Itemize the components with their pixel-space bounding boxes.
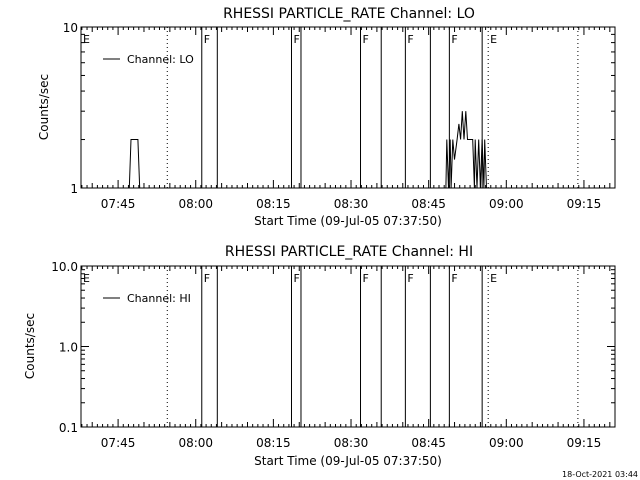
flag-lines	[80, 266, 579, 427]
flag-label: F	[204, 272, 210, 285]
y-tick-label: 10	[63, 21, 78, 35]
flag-label: F	[407, 33, 413, 46]
y-tick-label: 1	[70, 182, 78, 196]
x-tick-label: 07:45	[101, 436, 136, 450]
x-axis-label: Start Time (09-Jul-05 07:37:50)	[254, 214, 442, 228]
x-ticks: 07:45 08:00 08:15 08:30 08:45 09:00 09:15	[81, 27, 616, 211]
x-tick-label: 08:00	[178, 436, 213, 450]
legend: Channel: HI	[103, 292, 191, 305]
y-tick-label: 0.1	[59, 421, 78, 435]
flag-label: F	[293, 33, 299, 46]
flag-label: E	[490, 272, 497, 285]
x-tick-label: 08:45	[411, 436, 446, 450]
x-tick-label: 08:30	[334, 436, 369, 450]
y-axis-label: Counts/sec	[37, 74, 51, 140]
x-axis-label: Start Time (09-Jul-05 07:37:50)	[254, 454, 442, 468]
x-tick-label: 07:45	[101, 197, 136, 211]
flag-label: F	[204, 33, 210, 46]
legend-label: Channel: HI	[127, 292, 191, 305]
x-tick-label: 08:15	[256, 197, 291, 211]
x-tick-label: 08:45	[411, 197, 446, 211]
y-tick-label: 10.0	[51, 260, 78, 274]
x-tick-label: 09:00	[489, 436, 524, 450]
x-tick-label: 09:15	[567, 197, 602, 211]
series-line	[128, 111, 487, 189]
x-tick-label: 08:00	[178, 197, 213, 211]
x-ticks: 07:45 08:00 08:15 08:30 08:45 09:00 09:15	[81, 266, 616, 450]
legend-label: Channel: LO	[127, 53, 194, 66]
flag-label: E	[490, 33, 497, 46]
flag-label: F	[363, 272, 369, 285]
x-tick-label: 09:00	[489, 197, 524, 211]
flag-lines	[80, 27, 579, 188]
flag-label: F	[293, 272, 299, 285]
y-ticks: 0.1 1.0 10.0	[51, 260, 615, 435]
plot-frame	[80, 26, 616, 189]
flag-label: F	[451, 272, 457, 285]
x-tick-label: 09:15	[567, 436, 602, 450]
hi-channel-panel: RHESSI PARTICLE_RATE Channel: HI E F F F F F E…	[23, 244, 616, 468]
flag-label: E	[83, 33, 90, 46]
lo-channel-panel: RHESSI PARTICLE_RATE Channel: LO E F F F F F E…	[37, 6, 616, 228]
flag-label: E	[83, 272, 90, 285]
plot-frame	[80, 265, 616, 428]
flag-label: F	[363, 33, 369, 46]
x-tick-label: 08:15	[256, 436, 291, 450]
chart-title: RHESSI PARTICLE_RATE Channel: LO	[223, 6, 475, 22]
y-ticks: 1 10	[63, 21, 615, 196]
flag-label: F	[451, 33, 457, 46]
flag-label: F	[407, 272, 413, 285]
y-axis-label: Counts/sec	[23, 313, 37, 379]
x-tick-label: 08:30	[334, 197, 369, 211]
timestamp: 18-Oct-2021 03:44	[562, 470, 638, 479]
legend: Channel: LO	[103, 53, 194, 66]
y-tick-label: 1.0	[59, 341, 78, 355]
data-layer	[128, 111, 487, 189]
chart-title: RHESSI PARTICLE_RATE Channel: HI	[225, 244, 473, 260]
